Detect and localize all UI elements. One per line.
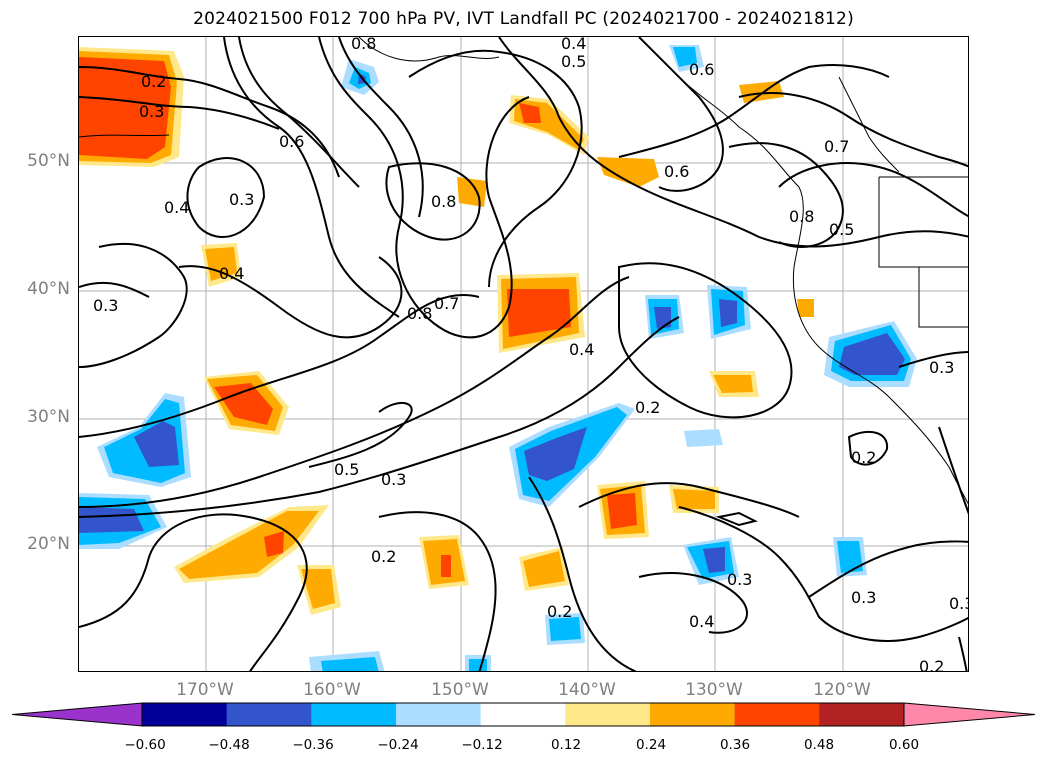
contour-label: 0.5: [561, 52, 586, 71]
colorbar-extend-high: [903, 702, 1036, 727]
colorbar-segment: [819, 703, 905, 726]
contour-label: 0.7: [824, 137, 849, 156]
contour-label: 0.5: [334, 460, 359, 479]
colorbar-tick: −0.48: [208, 737, 250, 753]
colorbar-segment: [395, 703, 482, 726]
map-title: 2024021500 F012 700 hPa PV, IVT Landfall…: [193, 9, 854, 29]
map-svg: 0.4 0.5 0.6 0.2 0.3 0.6 0.4 0.3 0.8 0.6 …: [79, 37, 969, 672]
colorbar-tick: −0.24: [377, 737, 419, 753]
colorbar-segment: [734, 703, 820, 726]
contour-label: 0.8: [351, 37, 376, 53]
colorbar-segment: [649, 703, 736, 726]
contour-label: 0.3: [139, 102, 164, 121]
contour-label: 0.3: [93, 296, 118, 315]
contour-label: 0.5: [829, 220, 854, 239]
contour-label: 0.3: [727, 570, 752, 589]
lon-label-160w: 160°W: [303, 680, 361, 700]
colorbar: [11, 702, 1036, 727]
contour-label: 0.8: [431, 192, 456, 211]
colorbar-tick: 0.60: [888, 737, 920, 753]
pv-fill-regions: [79, 45, 917, 671]
contour-label: 0.2: [919, 657, 944, 672]
contour-label: 0.6: [689, 60, 714, 79]
contour-label: 0.6: [279, 132, 304, 151]
colorbar-tick: 0.24: [635, 737, 667, 753]
contour-label: 0.4: [689, 612, 714, 631]
colorbar-tick: 0.48: [803, 737, 835, 753]
contour-label: 0.8: [407, 304, 432, 323]
colorbar-tick: 0.36: [719, 737, 751, 753]
contour-label: 0.4: [561, 37, 586, 53]
colorbar-segment: [480, 703, 566, 726]
contour-label: 0.2: [851, 448, 876, 467]
colorbar-outline: [141, 702, 905, 727]
lat-label-40n: 40°N: [27, 279, 70, 299]
contour-label: 0.2: [141, 72, 166, 91]
contour-label: 0.3: [381, 470, 406, 489]
contour-label: 0.2: [371, 547, 396, 566]
colorbar-segment: [142, 703, 228, 726]
contour-label: 0.3: [229, 190, 254, 209]
coastlines: [79, 37, 968, 505]
contour-label: 0.4: [569, 340, 594, 359]
lon-label-150w: 150°W: [431, 680, 489, 700]
colorbar-tick: 0.12: [550, 737, 582, 753]
contour-label-group: 0.4 0.5 0.6 0.2 0.3 0.6 0.4 0.3 0.8 0.6 …: [93, 37, 969, 672]
colorbar-segments: [11, 702, 1036, 727]
contour-label: 0.4: [164, 198, 189, 217]
lon-label-140w: 140°W: [558, 680, 616, 700]
contour-label: 0.2: [547, 602, 572, 621]
colorbar-tick: −0.36: [292, 737, 334, 753]
lon-label-170w: 170°W: [176, 680, 234, 700]
lat-label-20n: 20°N: [27, 534, 70, 554]
lon-label-120w: 120°W: [813, 680, 871, 700]
contour-label: 0.3: [929, 358, 954, 377]
colorbar-segment: [565, 703, 651, 726]
colorbar-segment: [226, 703, 312, 726]
contour-label: 0.3: [949, 594, 969, 613]
lat-label-30n: 30°N: [27, 407, 70, 427]
contour-label: 0.7: [434, 294, 459, 313]
map-panel: 0.4 0.5 0.6 0.2 0.3 0.6 0.4 0.3 0.8 0.6 …: [78, 36, 969, 672]
contour-label: 0.3: [851, 588, 876, 607]
colorbar-extend-low: [11, 702, 143, 727]
contour-label: 0.8: [789, 207, 814, 226]
colorbar-segment: [311, 703, 397, 726]
contour-label: 0.4: [219, 264, 244, 283]
colorbar-tick: −0.12: [461, 737, 503, 753]
colorbar-tick: −0.60: [124, 737, 166, 753]
lat-label-50n: 50°N: [27, 151, 70, 171]
contour-label: 0.6: [664, 162, 689, 181]
lon-label-130w: 130°W: [685, 680, 743, 700]
contour-label: 0.2: [635, 398, 660, 417]
